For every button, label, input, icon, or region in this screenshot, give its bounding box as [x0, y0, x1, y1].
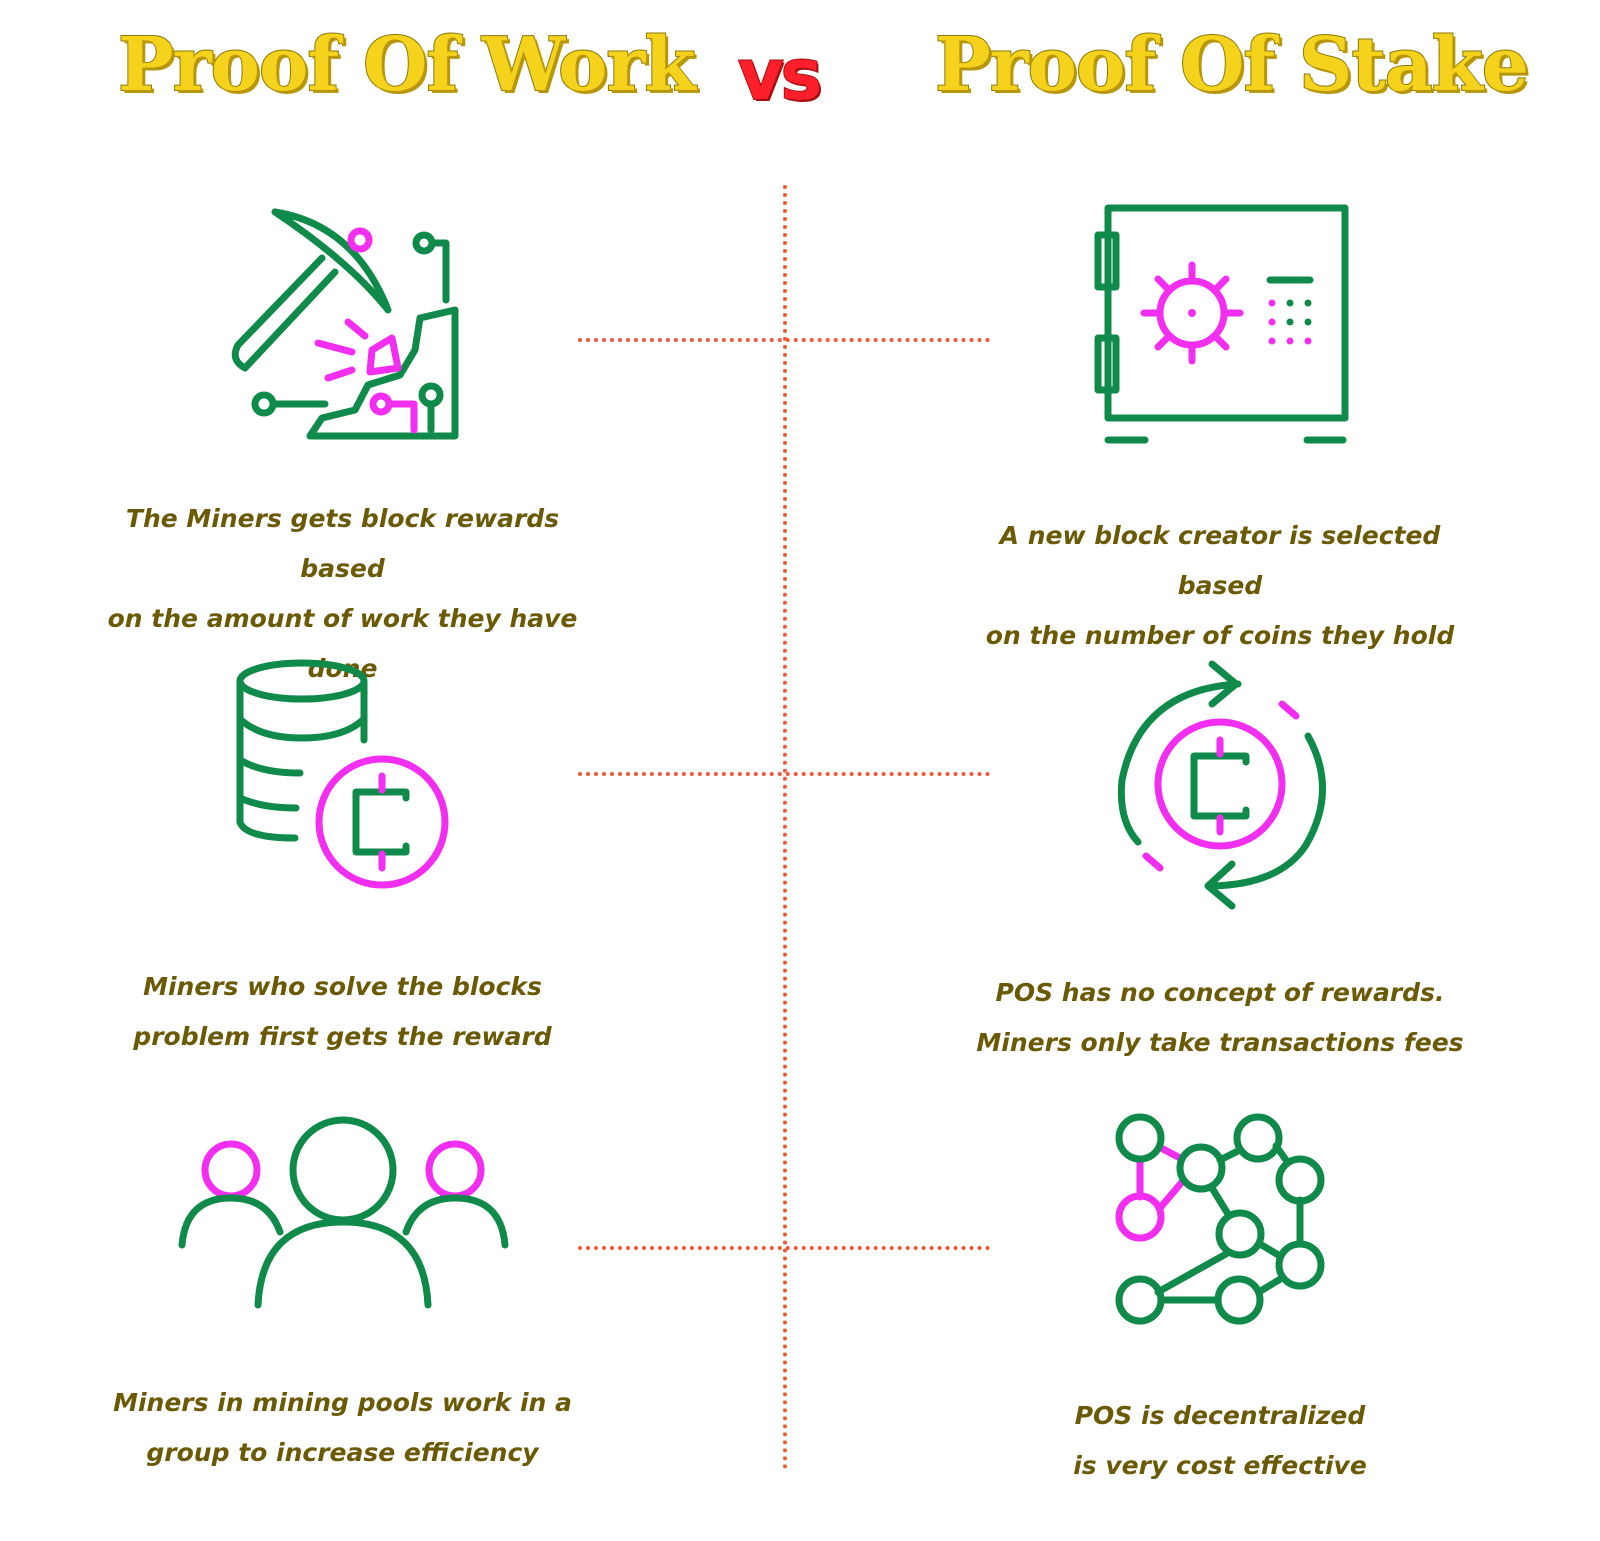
pos-row-2-caption: POS has no concept of rewards. Miners onl… [976, 978, 1464, 1057]
pow-title: Proof Of Work [117, 21, 697, 109]
coin-stack-icon [236, 659, 449, 889]
coin-cycle-icon [1117, 660, 1326, 910]
row-1-connector [578, 338, 990, 342]
vertical-divider [783, 185, 787, 1470]
safe-vault-icon [1094, 204, 1349, 444]
row-3-connector [578, 1246, 990, 1250]
row-2-connector [578, 772, 990, 776]
pickaxe-mining-icon [231, 208, 459, 440]
pos-row-1-caption: A new block creator is selected based on … [985, 521, 1455, 650]
pos-row-3-caption: POS is decentralized is very cost effecti… [1073, 1401, 1367, 1480]
pos-title: Proof Of Stake [934, 21, 1530, 109]
pow-row-2-caption: Miners who solve the blocks problem first… [133, 972, 552, 1051]
vs-label: vs [737, 33, 823, 117]
network-nodes-icon [1115, 1113, 1325, 1325]
group-people-icon [178, 1116, 509, 1309]
pow-row-1-caption: The Miners gets block rewards based on th… [107, 504, 578, 683]
pow-row-3-caption: Miners in mining pools work in a group to… [113, 1388, 572, 1467]
